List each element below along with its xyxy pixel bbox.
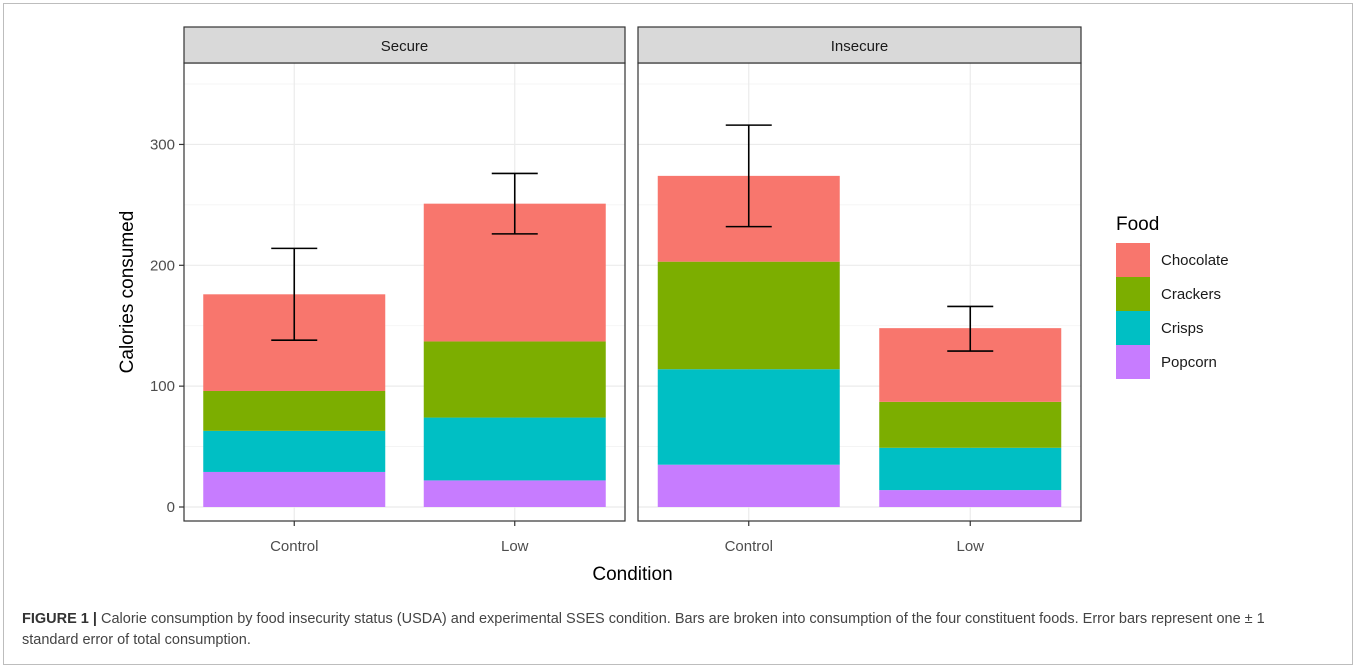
legend-label: Crisps: [1161, 320, 1204, 337]
facet-strip-label: Secure: [381, 38, 429, 55]
error-bar-secure-control: [271, 247, 318, 342]
legend-label: Popcorn: [1161, 354, 1217, 371]
legend-label: Chocolate: [1161, 252, 1229, 269]
y-tick-label: 200: [150, 257, 175, 274]
legend-swatch: [1116, 277, 1150, 311]
bar-secure-control-crisps: [203, 430, 386, 472]
stacked-bar-chart: Secure Control Low Insecure Control Low 0 100 2…: [117, 26, 1229, 585]
error-bar-secure-low: [491, 172, 538, 235]
figure-frame: [3, 3, 1353, 665]
y-tick-label: 300: [150, 136, 175, 153]
x-tick-label: Low: [956, 538, 984, 555]
error-bar-insecure-low: [947, 305, 994, 352]
bar-insecure-control-popcorn: [657, 464, 840, 507]
bar-secure-low-popcorn: [423, 480, 606, 507]
legend-swatch: [1116, 345, 1150, 379]
legend-item-chocolate: Chocolate: [1116, 243, 1229, 277]
facet-strip: [183, 26, 626, 64]
bar-insecure-control-crackers: [657, 261, 840, 370]
bar-secure-low-crisps: [423, 417, 606, 481]
facet-panel-secure: Secure Control Low: [183, 26, 626, 555]
x-tick-label: Control: [270, 538, 318, 555]
figure-caption: FIGURE 1 | Calorie consumption by food i…: [22, 609, 1322, 651]
bar-secure-control-popcorn: [203, 471, 386, 507]
facet-panel-insecure: Insecure Control Low: [637, 26, 1082, 555]
y-tick-label: 100: [150, 378, 175, 395]
y-tick-label: 0: [167, 499, 175, 516]
bar-insecure-low-crackers: [879, 401, 1062, 448]
bar-secure-control-crackers: [203, 390, 386, 431]
bar-secure-low-crackers: [423, 341, 606, 418]
error-bar-insecure-control: [725, 124, 772, 228]
legend-swatch: [1116, 243, 1150, 277]
legend-item-popcorn: Popcorn: [1116, 345, 1217, 379]
y-axis-title: Calories consumed: [117, 211, 138, 374]
legend-swatch: [1116, 311, 1150, 345]
x-axis-title: Condition: [592, 564, 672, 585]
x-tick-label: Control: [725, 538, 773, 555]
bar-insecure-low-crisps: [879, 447, 1062, 491]
legend-item-crackers: Crackers: [1116, 277, 1221, 311]
legend-title: Food: [1116, 214, 1159, 235]
caption-label: FIGURE 1 |: [22, 611, 97, 627]
bar-insecure-low-popcorn: [879, 490, 1062, 507]
caption-text: Calorie consumption by food insecurity s…: [22, 611, 1265, 648]
x-tick-label: Low: [501, 538, 529, 555]
facet-strip-label: Insecure: [831, 38, 889, 55]
legend-label: Crackers: [1161, 286, 1221, 303]
bar-insecure-control-crisps: [657, 369, 840, 465]
legend-item-crisps: Crisps: [1116, 311, 1204, 345]
facet-strip: [637, 26, 1082, 64]
